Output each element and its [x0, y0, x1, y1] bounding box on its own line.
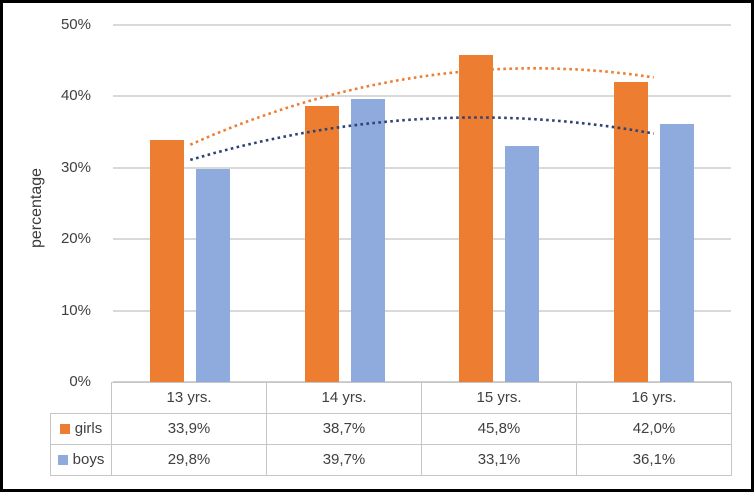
- y-tick-label: 40%: [60, 87, 91, 105]
- bar-girls-16yrs: [613, 82, 648, 382]
- trendline-girls: [189, 67, 654, 146]
- bar-girls-13yrs: [150, 139, 185, 382]
- table-value-cell-boys: 33,1%: [421, 443, 577, 476]
- plot-area: [113, 24, 731, 383]
- table-value-cell-boys: 39,7%: [266, 443, 422, 476]
- table-value-cell-boys: 36,1%: [576, 443, 732, 476]
- table-value-cell-girls: 42,0%: [576, 412, 732, 445]
- legend-swatch-girls: [59, 424, 70, 434]
- trendline-boys: [189, 116, 654, 162]
- bar-boys-15yrs: [505, 145, 540, 382]
- table-header-cell: 15 yrs.: [421, 382, 577, 414]
- y-tick-label: 10%: [60, 301, 91, 319]
- legend-swatch-boys: [57, 455, 68, 465]
- table-header-cell: 14 yrs.: [266, 382, 422, 414]
- x-axis-line: [113, 381, 731, 383]
- bar-girls-15yrs: [459, 54, 494, 382]
- bar-girls-14yrs: [304, 105, 339, 382]
- bar-boys-14yrs: [350, 98, 385, 382]
- y-tick-label: 20%: [60, 230, 91, 248]
- y-tick-label: 50%: [60, 16, 91, 33]
- table-header-cell: 16 yrs.: [576, 382, 732, 414]
- table-value-cell-girls: 38,7%: [266, 412, 422, 445]
- gridline: [113, 309, 731, 312]
- y-tick-label: 30%: [60, 158, 91, 176]
- data-table-with-legend: 13 yrs. 14 yrs. 15 yrs. 16 yrs. girls 33,9% 38…: [50, 382, 732, 476]
- chart-data-table: 13 yrs. 14 yrs. 15 yrs. 16 yrs. girls 33,9% 38…: [50, 382, 732, 476]
- table-value-cell-girls: 33,9%: [111, 412, 267, 445]
- gridline: [113, 238, 731, 241]
- bar-boys-16yrs: [659, 124, 694, 382]
- table-value-cell-boys: 29,8%: [111, 443, 267, 476]
- gridline: [113, 24, 731, 26]
- y-tick-label: 0%: [69, 373, 91, 390]
- table-header-cell: 13 yrs.: [111, 382, 267, 414]
- gridline: [113, 166, 731, 169]
- legend-cell-girls: girls: [50, 412, 112, 445]
- table-value-cell-girls: 45,8%: [421, 412, 577, 445]
- bar-boys-13yrs: [196, 169, 231, 382]
- legend-cell-boys: boys: [50, 443, 112, 476]
